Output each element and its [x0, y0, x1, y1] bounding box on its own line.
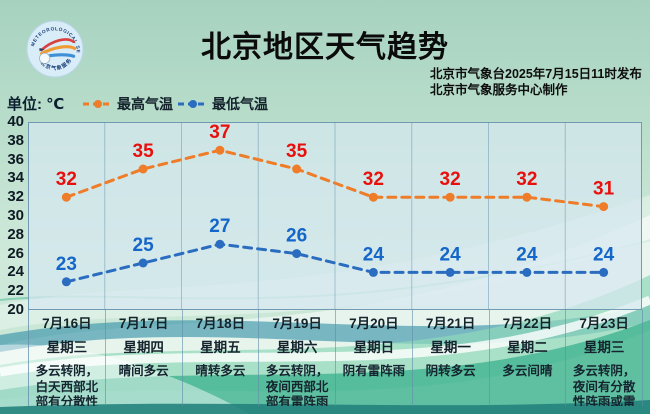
data-label: 35	[286, 141, 308, 162]
legend-item-high: 最高气温	[83, 94, 173, 114]
data-point	[61, 277, 71, 287]
data-label: 32	[363, 169, 384, 190]
low-series-marker-icon	[178, 100, 208, 108]
issue-line-1: 北京市气象台2025年7月15日11时发布	[430, 67, 642, 81]
day-table: 7月16日 星期三 多云转阴，白天西部北部有分散性雷阵雨 7月17日 星期四 晴…	[28, 310, 643, 406]
data-point	[599, 202, 609, 212]
y-axis-tick: 38	[7, 131, 24, 149]
data-point	[368, 267, 378, 277]
y-axis-tick: 36	[7, 150, 24, 168]
day-weather: 多云间晴	[502, 364, 553, 378]
data-label: 32	[516, 169, 537, 190]
y-axis-tick: 34	[7, 169, 24, 187]
plot-border	[28, 122, 642, 310]
issue-line-2: 北京市气象服务中心制作	[430, 83, 568, 97]
issue-info: 北京市气象台2025年7月15日11时发布 北京市气象服务中心制作	[430, 66, 642, 98]
y-axis-tick: 22	[7, 282, 24, 300]
day-weekday: 星期一	[430, 340, 471, 355]
day-date: 7月23日	[579, 316, 629, 331]
day-weekday: 星期六	[276, 340, 318, 355]
day-weather: 多云转阴，夜间有分散性阵雨或雷阵雨	[572, 364, 636, 406]
logo-dish	[39, 52, 51, 64]
y-axis-tick: 30	[7, 207, 24, 224]
data-label: 27	[209, 216, 230, 237]
y-axis-tick: 20	[7, 301, 24, 318]
logo-red-swoosh	[40, 38, 75, 52]
data-point	[61, 192, 71, 202]
day-weather: 阴有雷阵雨	[342, 364, 406, 378]
day-date: 7月20日	[349, 316, 399, 331]
logo-arrow	[39, 47, 45, 52]
day-column: 7月17日 星期四 晴间多云	[106, 310, 183, 406]
meteorological-service-logo-icon: METEOROLOGICAL SERVICE 北京气象服务	[26, 20, 84, 78]
data-point	[292, 249, 302, 259]
day-column: 7月20日 星期日 阴有雷阵雨	[336, 310, 413, 406]
data-label: 24	[593, 244, 615, 265]
data-label: 23	[56, 254, 77, 275]
day-date: 7月21日	[425, 316, 476, 331]
data-point	[215, 239, 225, 249]
data-point	[445, 192, 455, 202]
day-column: 7月19日 星期六 多云转阴，夜间西部北部有雷阵雨	[259, 310, 336, 406]
data-label: 31	[593, 179, 615, 200]
day-weather: 晴转多云	[195, 364, 246, 378]
data-point	[215, 145, 225, 155]
data-label: 35	[133, 141, 155, 162]
day-weather: 多云转阴，白天西部北部有分散性雷阵雨	[35, 364, 99, 406]
data-point	[138, 164, 148, 174]
day-date: 7月19日	[272, 316, 322, 331]
unit-label: 单位: ℃	[7, 96, 65, 113]
data-point	[522, 267, 532, 277]
legend-label-low: 最低气温	[212, 96, 268, 112]
data-label: 24	[440, 244, 462, 265]
data-label: 37	[209, 122, 230, 143]
series-line	[64, 242, 606, 284]
day-weather: 晴间多云	[118, 364, 169, 378]
data-point	[368, 192, 378, 202]
data-point	[599, 267, 609, 277]
data-point	[522, 192, 532, 202]
y-axis-tick: 26	[7, 244, 24, 262]
day-weather: 多云转阴，夜间西部北部有雷阵雨	[265, 364, 329, 406]
day-weekday: 星期三	[46, 340, 88, 355]
data-label: 32	[56, 169, 77, 190]
day-column: 7月18日 星期五 晴转多云	[183, 310, 260, 406]
high-series-marker-icon	[83, 100, 113, 108]
day-weekday: 星期日	[353, 340, 395, 355]
data-label: 24	[363, 244, 385, 265]
day-weather: 阴转多云	[425, 364, 476, 378]
page-title: 北京地区天气趋势	[201, 31, 449, 64]
day-column: 7月22日 星期二 多云间晴	[490, 310, 567, 406]
data-label: 25	[133, 235, 155, 256]
y-axis-tick: 32	[7, 188, 24, 206]
data-point	[292, 164, 302, 174]
day-date: 7月18日	[195, 316, 246, 331]
trend-chart: 32 35 37 35 32 32 32 31 23 25 27 26 24 24 24 24	[28, 122, 642, 310]
day-weekday: 星期五	[200, 340, 241, 355]
day-column: 7月16日 星期三 多云转阴，白天西部北部有分散性雷阵雨	[29, 310, 106, 406]
y-axis-tick: 24	[7, 263, 24, 281]
day-weekday: 星期三	[583, 340, 625, 355]
plot-area: 32 35 37 35 32 32 32 31 23 25 27 26 24 24 24 24	[28, 122, 642, 310]
y-axis-tick: 40	[7, 113, 24, 130]
day-weekday: 星期二	[507, 340, 548, 355]
y-axis-tick: 28	[7, 225, 24, 243]
logo-orange-swoosh	[39, 45, 77, 56]
day-weekday: 星期四	[123, 340, 164, 355]
day-column: 7月23日 星期三 多云转阴，夜间有分散性阵雨或雷阵雨	[566, 310, 643, 406]
day-date: 7月22日	[502, 316, 553, 331]
legend-label-high: 最高气温	[117, 96, 173, 112]
data-point	[445, 267, 455, 277]
legend-row: 单位: ℃ 最高气温 最低气温	[0, 93, 650, 114]
day-column: 7月21日 星期一 阴转多云	[413, 310, 490, 406]
day-date: 7月17日	[118, 316, 169, 331]
series-line	[64, 148, 606, 209]
data-point	[138, 258, 148, 268]
day-date: 7月16日	[42, 316, 92, 331]
data-label: 32	[440, 169, 461, 190]
legend-item-low: 最低气温	[178, 94, 268, 114]
data-label: 24	[516, 244, 538, 265]
data-label: 26	[286, 226, 307, 247]
